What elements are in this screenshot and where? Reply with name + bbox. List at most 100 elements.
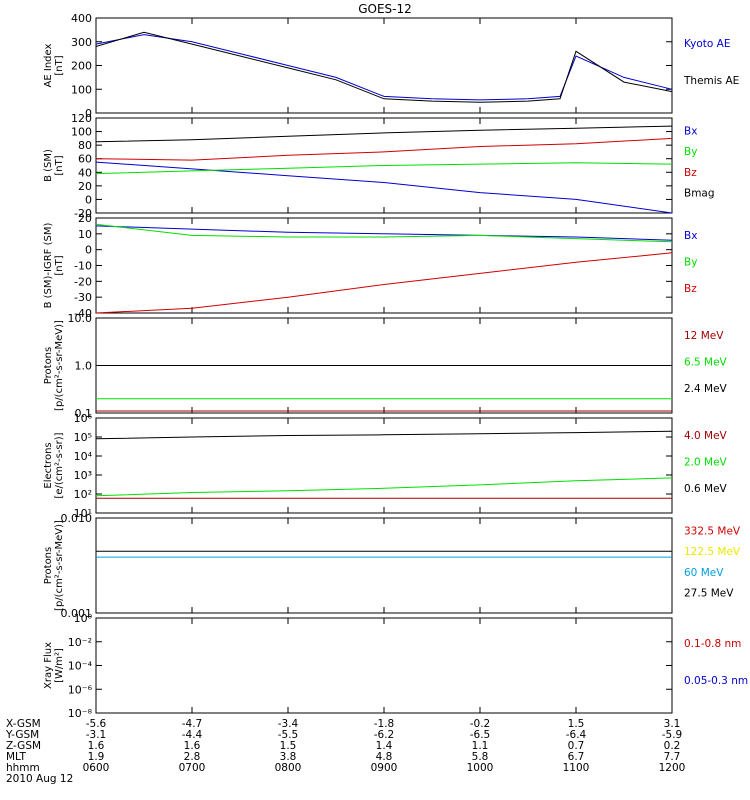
- y-tick-label: -40: [74, 307, 92, 320]
- y-tick-label: -30: [74, 291, 92, 304]
- footer-value: -6.2: [374, 729, 395, 741]
- series-line-2: [95, 223, 673, 243]
- series-group: [95, 125, 673, 214]
- y-axis-unit: [nT]: [54, 255, 65, 275]
- footer-value: -5.5: [278, 729, 299, 741]
- y-tick-label: 400: [71, 12, 92, 25]
- series-line-1: [95, 161, 673, 214]
- legend-entry: 0.05-0.3 nm: [684, 675, 748, 687]
- footer-value: 5.8: [472, 751, 489, 763]
- legend-entry: Bz: [684, 167, 697, 179]
- y-axis-unit: [p/(cm²-s-sr-MeV)]: [54, 320, 65, 411]
- footer-value: 0900: [371, 762, 398, 774]
- y-tick-label: 10⁴: [74, 450, 93, 463]
- y-axis-unit: [e/(cm²-s-sr)]: [54, 432, 65, 498]
- legend-entry: 12 MeV: [684, 330, 724, 342]
- footer-value: -6.4: [566, 729, 587, 741]
- y-tick-label: 60: [78, 153, 92, 166]
- panel-3: -40 -30 -20 -10 0 10 20 B (SM)-IGRF (SM) [nT] Bx B…: [43, 212, 697, 320]
- legend-entry: 332.5 MeV: [684, 526, 741, 538]
- footer-value: 0600: [83, 762, 110, 774]
- footer-value: -3.4: [278, 718, 299, 730]
- y-axis-unit: [nT]: [54, 55, 65, 75]
- footer-value: -4.4: [182, 729, 203, 741]
- series-line-1: [95, 34, 673, 101]
- panel-frame: [95, 617, 673, 714]
- footer-value: -5.9: [662, 729, 683, 741]
- y-axis-label: Protons: [43, 547, 54, 584]
- footer-row-label: X-GSM: [6, 718, 41, 730]
- footer-value: 4.8: [376, 751, 393, 763]
- legend-entry: 60 MeV: [684, 567, 724, 579]
- footer-value: -1.8: [374, 718, 395, 730]
- series-group: [96, 550, 672, 558]
- legend-entry: Bmag: [684, 187, 715, 199]
- legend-entry: 6.5 MeV: [684, 357, 728, 369]
- y-tick-label: 10.0: [68, 312, 93, 325]
- footer-value: 3.1: [664, 718, 681, 730]
- legend-entry: 122.5 MeV: [684, 546, 741, 558]
- legend-entry: Themis AE: [683, 75, 739, 87]
- footer-value: -5.6: [86, 718, 107, 730]
- footer-value: 0700: [179, 762, 206, 774]
- legend-entry: Bz: [684, 283, 697, 295]
- y-tick-label: 100: [71, 83, 92, 96]
- y-axis-unit: [W/m²]: [54, 648, 65, 683]
- legend-entry: By: [684, 146, 697, 158]
- y-tick-label: 40: [78, 166, 92, 179]
- y-tick-label: 20: [78, 212, 92, 225]
- footer-value: 6.7: [568, 751, 585, 763]
- y-tick-label: 10⁰: [74, 612, 93, 625]
- y-tick-label: -20: [74, 207, 92, 220]
- panel-7: 10⁻⁸ 10⁻⁶ 10⁻⁴ 10⁻² 10⁰ Xray Flux [W/m²] 0.1-0.…: [43, 612, 748, 720]
- footer-date: 2010 Aug 12: [6, 773, 73, 785]
- series-line-3: [95, 430, 673, 440]
- y-tick-label: 10⁻⁶: [68, 683, 93, 696]
- y-axis-label: Electrons: [43, 442, 54, 488]
- series-line-2: [95, 162, 673, 175]
- footer-value: 0.7: [568, 740, 585, 752]
- footer-value: 1.6: [184, 740, 201, 752]
- series-group: [95, 430, 673, 499]
- footer-value: -6.5: [470, 729, 491, 741]
- y-tick-label: 10⁶: [74, 412, 93, 425]
- series-line-3: [95, 252, 673, 314]
- legend-entry: 2.0 MeV: [684, 457, 728, 469]
- y-tick-label: 0: [85, 193, 92, 206]
- footer-value: 2.8: [184, 751, 201, 763]
- series-group: [95, 31, 673, 103]
- y-tick-label: 10³: [74, 469, 92, 482]
- y-tick-label: 80: [78, 139, 92, 152]
- footer-row-label: hhmm: [6, 762, 40, 774]
- legend-entry: 0.1-0.8 nm: [684, 638, 741, 650]
- footer-value: -4.7: [182, 718, 203, 730]
- legend-entry: 2.4 MeV: [684, 383, 728, 395]
- y-tick-label: 10⁻⁴: [68, 660, 93, 673]
- panel-1: 0 100 200 300 400 AE Index [nT] Kyoto AE Themis …: [43, 12, 739, 120]
- series-group: [96, 365, 672, 412]
- plot-title: GOES-12: [358, 2, 412, 16]
- footer-value: 1.5: [280, 740, 297, 752]
- y-tick-label: 10²: [74, 488, 92, 501]
- legend-entry: Bx: [684, 126, 697, 138]
- y-tick-label: 0.001: [61, 607, 93, 620]
- legend-entry: 4.0 MeV: [684, 430, 728, 442]
- y-tick-label: 0.1: [75, 407, 93, 420]
- footer-value: 1.4: [376, 740, 393, 752]
- y-tick-label: 10⁵: [74, 431, 92, 444]
- y-tick-label: 0.010: [61, 512, 93, 525]
- footer-value: 3.8: [280, 751, 297, 763]
- footer-value: -0.2: [470, 718, 491, 730]
- footer-value: 1100: [563, 762, 590, 774]
- y-axis-label: AE Index: [43, 43, 54, 87]
- y-tick-label: 300: [71, 36, 92, 49]
- footer-value: 1.1: [472, 740, 489, 752]
- series-line-2: [95, 31, 673, 103]
- y-tick-label: -20: [74, 275, 92, 288]
- footer-ephemeris: X-GSM -5.6 -4.7 -3.4 -1.8 -0.2 1.5 3.1 Y-GSM -3.1…: [5, 718, 685, 785]
- footer-value: 1.9: [88, 751, 105, 763]
- y-tick-label: 0: [85, 244, 92, 257]
- panel-6: 0.001 0.010 Protons [p/(cm²-s-sr-MeV)] 332.5…: [43, 512, 741, 620]
